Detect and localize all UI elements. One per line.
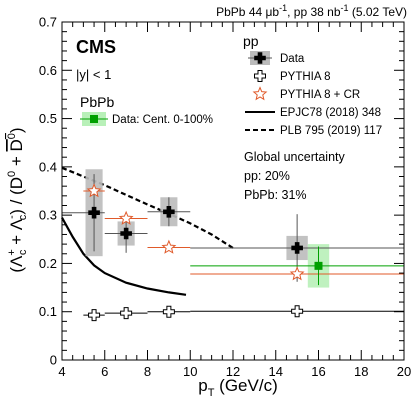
pp-data-point [291,242,303,254]
x-tick-label: 10 [183,364,197,379]
pp-data-point [88,206,100,219]
x-tick-label: 14 [269,364,283,379]
y-tick-label: 0.6 [39,63,57,78]
y-tick-label: 0.7 [39,15,57,30]
y-tick-label: 0.1 [39,304,57,319]
legend-pbpb-marker [90,115,98,123]
legend-label: EPJC78 (2018) 348 [280,107,381,119]
pythia8-cr-point [86,183,102,198]
plot-area [61,166,404,322]
pythia8-point [291,305,304,318]
x-tick-label: 18 [354,364,368,379]
x-tick-label: 8 [144,364,151,379]
x-tick-label: 6 [101,364,108,379]
pythia8-cr-point [161,239,177,254]
experiment-label: CMS [76,37,116,57]
legend-label: PLB 795 (2019) 117 [280,125,382,137]
legend-label: PYTHIA 8 + CR [280,89,360,101]
legend-label: Data [280,53,305,65]
legend-data-marker [254,52,266,64]
y-axis-label: (Λ+c + Λ-c) / (D0 + D0) [6,127,29,272]
pbpb-label: PbPb [80,94,114,110]
x-axis-label: pT (GeV/c) [198,376,278,399]
y-tick-label: 0.4 [39,159,57,174]
plot-frame [61,21,405,361]
pbpb-data-point [314,261,323,270]
epjc-model-curve [61,217,187,296]
x-tick-label: 20 [397,364,411,379]
axes: 4 6 8 10 12 14 16 18 20 0 0.1 0.2 0.3 0.4 0.5 0.6 0.7 [39,15,411,380]
y-tick-label: 0.5 [39,111,57,126]
plb-model-curve [61,166,234,249]
x-tick-label: 12 [226,364,240,379]
pythia8-cr-point [289,266,305,281]
legend-pythia8-marker [254,70,266,82]
x-tick-label: 4 [58,364,65,379]
global-uncertainty-pp: pp: 20% [244,169,290,183]
global-uncertainty-pbpb: PbPb: 31% [244,188,307,202]
global-uncertainty-title: Global uncertainty [244,150,346,164]
y-tick-label: 0 [50,353,57,368]
rapidity-label: |y| < 1 [76,67,111,82]
legend: Data PYTHIA 8 PYTHIA 8 + CR EPJC78 (2018) 3… [80,51,382,137]
pp-label: pp [243,33,259,49]
legend-label: Data: Cent. 0-100% [112,114,213,126]
y-tick-label: 0.3 [39,208,57,223]
pythia8-point [162,305,175,318]
chart-header: PbPb 44 μb-1, pp 38 nb-1 (5.02 TeV) [216,3,407,19]
pythia8-point [88,309,101,322]
x-tick-label: 16 [311,364,325,379]
pp-data-point [163,205,175,218]
pythia8-cr-point [118,210,134,225]
pp-data-point [120,227,132,240]
legend-label: PYTHIA 8 [280,71,331,83]
pythia8-point [120,307,133,320]
y-tick-label: 0.2 [39,256,57,271]
legend-pythia8-cr-marker [252,86,268,101]
